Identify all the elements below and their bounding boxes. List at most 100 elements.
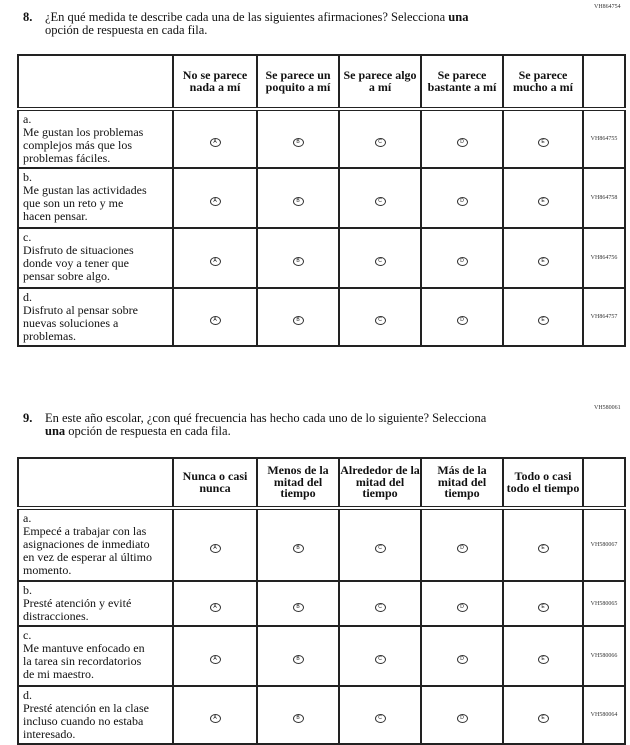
response-bubble-a[interactable]: A [209, 602, 221, 612]
option-cell: A [172, 227, 258, 289]
option-cell: A [172, 287, 258, 347]
column-header: Se parece mucho a mí [502, 54, 584, 111]
response-bubble-c[interactable]: C [374, 602, 386, 612]
option-cell: C [338, 580, 422, 627]
question-number: 8. [23, 10, 33, 24]
column-header: Más de la mitad del tiempo [420, 457, 504, 510]
option-cell: B [256, 287, 340, 347]
column-header: Menos de la mitad del tiempo [256, 457, 340, 510]
row-text: Presté atención en la clase incluso cuan… [23, 701, 149, 741]
row-letter: b. [23, 583, 32, 597]
row-letter: a. [23, 511, 32, 525]
response-bubble-a[interactable]: A [209, 544, 221, 553]
option-cell: E [502, 685, 584, 745]
response-bubble-d[interactable]: D [456, 138, 468, 147]
response-bubble-b[interactable]: B [292, 714, 304, 723]
option-cell: B [256, 108, 340, 169]
option-cell: A [172, 507, 258, 582]
option-cell: D [420, 685, 504, 745]
response-bubble-e[interactable]: E [537, 316, 549, 325]
response-bubble-c[interactable]: C [374, 138, 386, 147]
header-blank [17, 54, 174, 111]
option-cell: C [338, 167, 422, 229]
option-cell: C [338, 625, 422, 687]
table-row: d.Disfruto al pensar sobre nuevas soluci… [17, 287, 626, 347]
prompt-bold: una [45, 424, 66, 438]
option-cell: B [256, 625, 340, 687]
response-bubble-a[interactable]: A [209, 316, 221, 325]
response-bubble-d[interactable]: D [456, 655, 468, 664]
option-cell: B [256, 507, 340, 582]
response-bubble-b[interactable]: B [292, 316, 304, 325]
prompt-text: ¿En qué medida te describe cada una de l… [45, 10, 449, 24]
option-cell: C [338, 287, 422, 347]
option-cell: D [420, 167, 504, 229]
option-cell: B [256, 227, 340, 289]
row-label: b.Me gustan las actividades que son un r… [17, 167, 174, 229]
response-bubble-e[interactable]: E [537, 602, 549, 612]
response-bubble-d[interactable]: D [456, 714, 468, 723]
row-letter: a. [23, 112, 32, 126]
row-label: c.Me mantuve enfocado en la tarea sin re… [17, 625, 174, 687]
header-code-blank [582, 54, 626, 111]
prompt-text-cont: opción de respuesta en cada fila. [65, 424, 231, 438]
response-bubble-e[interactable]: E [537, 257, 549, 266]
response-bubble-d[interactable]: D [456, 316, 468, 325]
row-letter: b. [23, 170, 32, 184]
response-bubble-b[interactable]: B [292, 257, 304, 266]
response-bubble-e[interactable]: E [537, 138, 549, 147]
option-cell: E [502, 167, 584, 229]
response-bubble-c[interactable]: C [374, 197, 386, 206]
question-code: VH864754 [594, 4, 621, 10]
option-cell: B [256, 167, 340, 229]
response-bubble-e[interactable]: E [537, 197, 549, 206]
option-cell: A [172, 625, 258, 687]
response-bubble-a[interactable]: A [209, 655, 221, 664]
option-cell: B [256, 685, 340, 745]
response-bubble-c[interactable]: C [374, 316, 386, 325]
response-bubble-a[interactable]: A [209, 257, 221, 266]
question-number: 9. [23, 411, 33, 425]
response-bubble-d[interactable]: D [456, 602, 468, 612]
response-bubble-d[interactable]: D [456, 197, 468, 206]
response-bubble-a[interactable]: A [209, 714, 221, 723]
response-bubble-d[interactable]: D [456, 544, 468, 553]
response-bubble-d[interactable]: D [456, 257, 468, 266]
row-text: Me gustan las actividades que son un ret… [23, 183, 147, 223]
response-bubble-e[interactable]: E [537, 714, 549, 723]
response-bubble-e[interactable]: E [537, 544, 549, 553]
option-cell: D [420, 507, 504, 582]
item-code: VH580066 [582, 625, 626, 687]
response-bubble-e[interactable]: E [537, 655, 549, 664]
row-text: Disfruto de situaciones donde voy a tene… [23, 243, 134, 283]
response-bubble-b[interactable]: B [292, 655, 304, 664]
response-bubble-c[interactable]: C [374, 655, 386, 664]
header-blank [17, 457, 174, 510]
response-bubble-b[interactable]: B [292, 544, 304, 553]
option-cell: D [420, 580, 504, 627]
table-row: b.Me gustan las actividades que son un r… [17, 167, 626, 229]
option-cell: C [338, 685, 422, 745]
row-text: Me gustan los problemas complejos más qu… [23, 125, 144, 165]
column-header: No se parece nada a mí [172, 54, 258, 111]
row-label: a.Me gustan los problemas complejos más … [17, 108, 174, 169]
response-bubble-c[interactable]: C [374, 544, 386, 553]
table-row: c.Me mantuve enfocado en la tarea sin re… [17, 625, 626, 687]
table-row: b.Presté atención y evité distracciones.… [17, 580, 626, 627]
response-bubble-c[interactable]: C [374, 714, 386, 723]
row-label: d.Presté atención en la clase incluso cu… [17, 685, 174, 745]
response-bubble-c[interactable]: C [374, 257, 386, 266]
row-label: c.Disfruto de situaciones donde voy a te… [17, 227, 174, 289]
response-bubble-a[interactable]: A [209, 197, 221, 206]
column-header: Todo o casi todo el tiempo [502, 457, 584, 510]
option-cell: E [502, 287, 584, 347]
response-bubble-a[interactable]: A [209, 138, 221, 147]
option-cell: C [338, 108, 422, 169]
row-text: Empecé a trabajar con las asignaciones d… [23, 524, 152, 577]
response-bubble-b[interactable]: B [292, 138, 304, 147]
option-cell: E [502, 580, 584, 627]
response-bubble-b[interactable]: B [292, 197, 304, 206]
prompt-text: En este año escolar, ¿con qué frecuencia… [45, 411, 487, 425]
response-bubble-b[interactable]: B [292, 602, 304, 612]
option-cell: A [172, 167, 258, 229]
